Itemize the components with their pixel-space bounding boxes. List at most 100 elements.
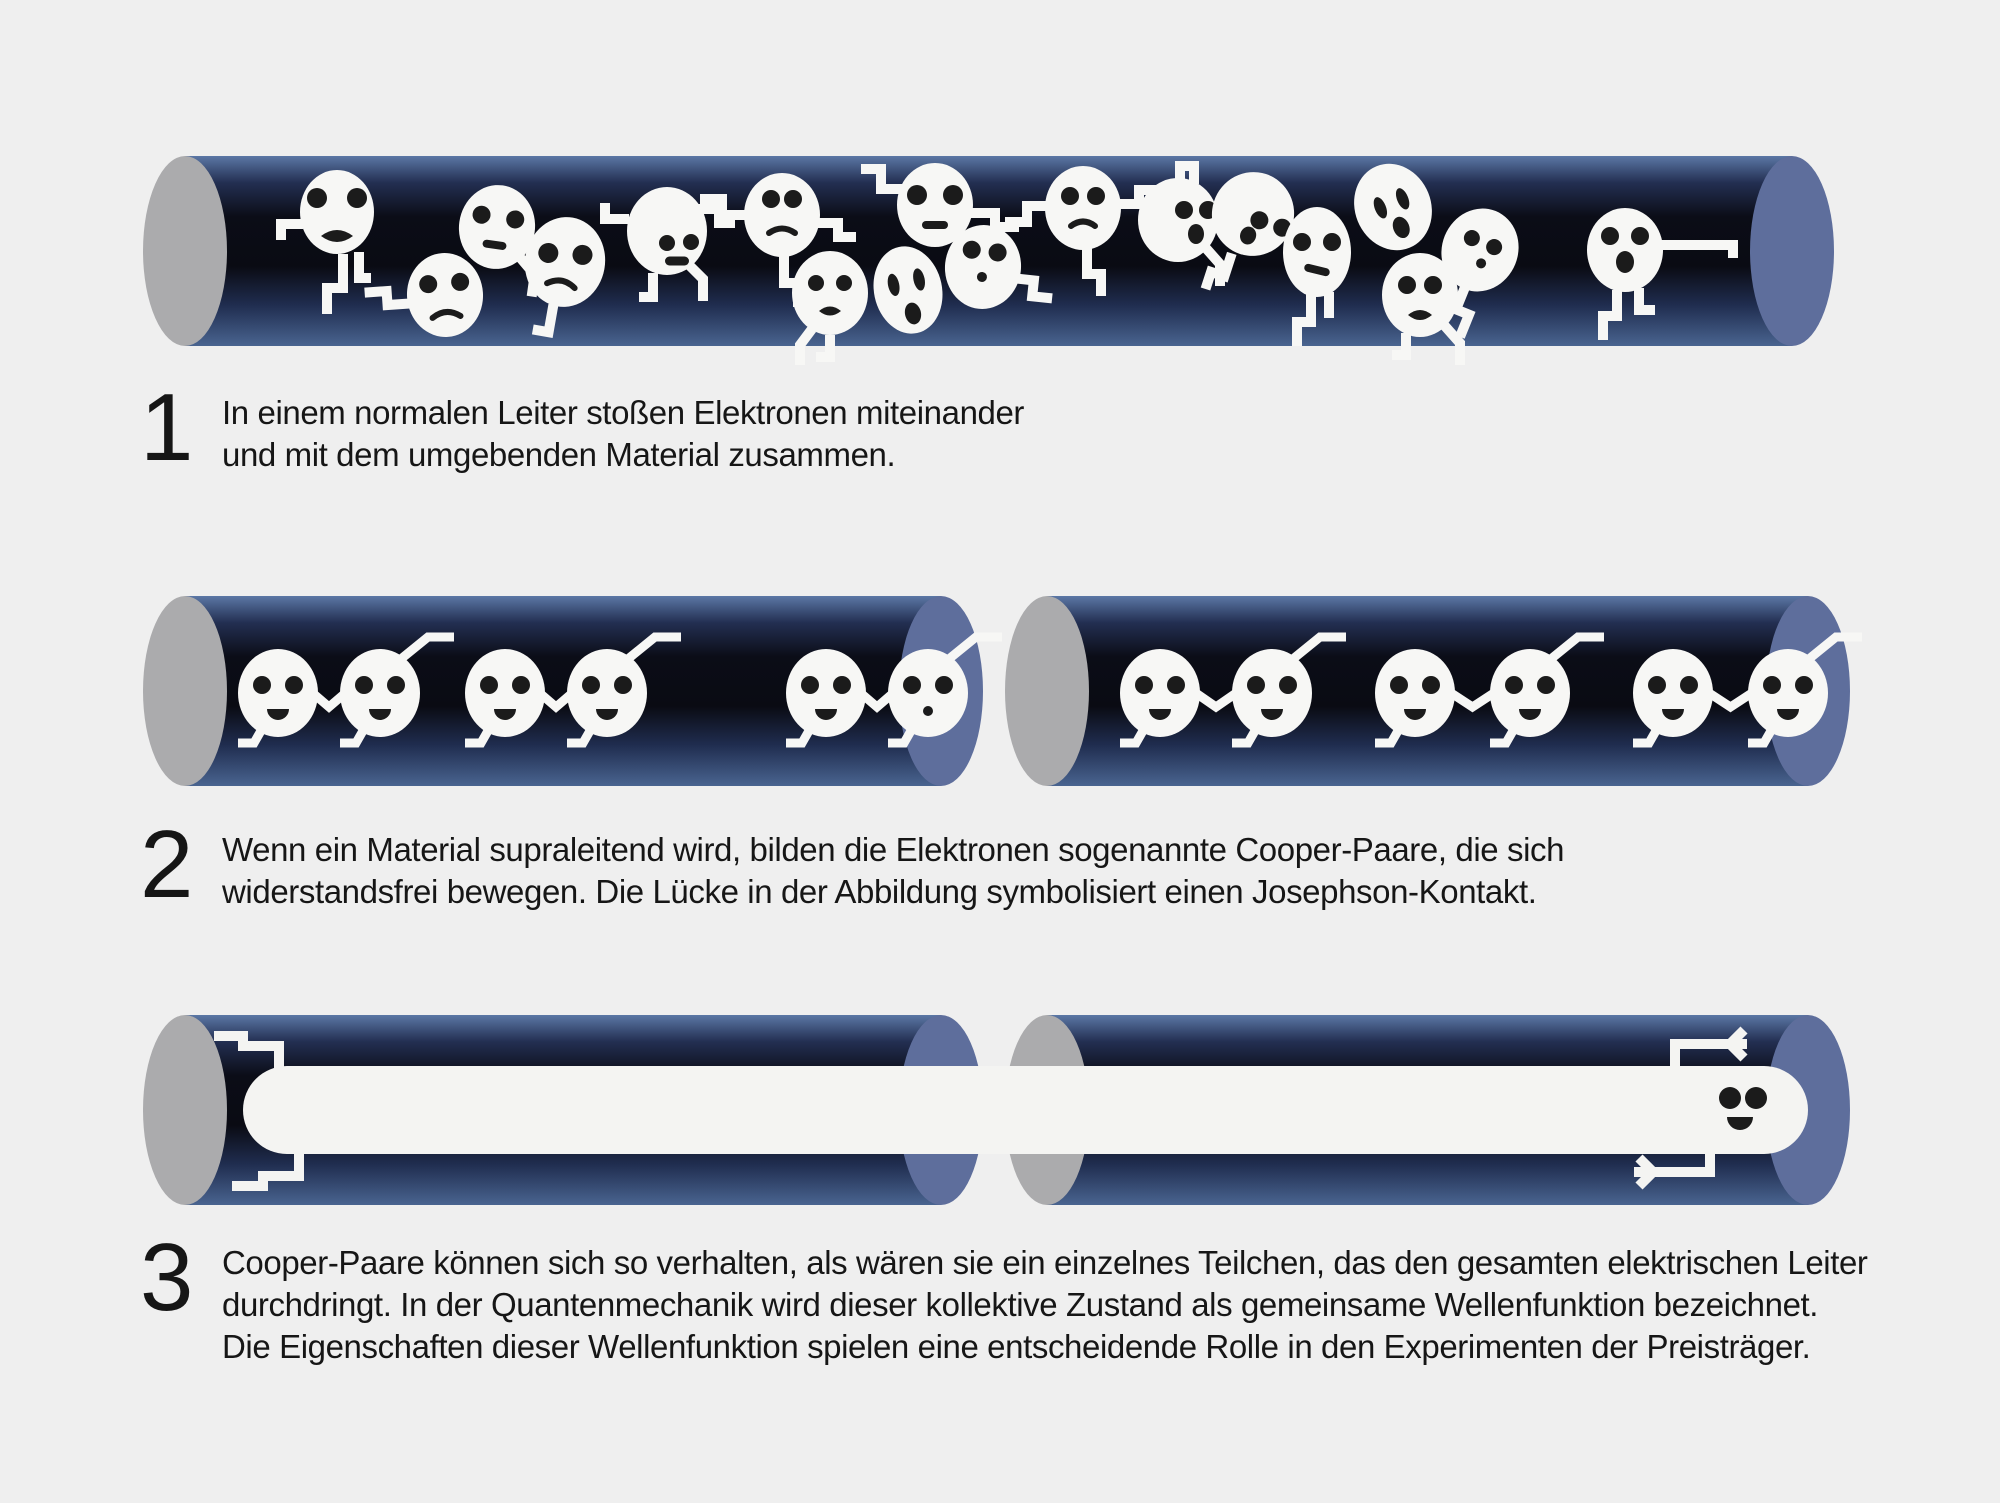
electron-eye (913, 268, 925, 291)
electron-mouth (1068, 218, 1098, 229)
electron-eye (1537, 676, 1555, 694)
tube-end-cap-left (143, 1015, 227, 1205)
electron-body (567, 649, 647, 737)
electron-eye (1745, 1087, 1767, 1109)
electron (1354, 163, 1432, 251)
electron-mouth (1149, 709, 1171, 720)
electron-body (458, 185, 536, 269)
electron (1490, 632, 1604, 748)
electron-limb (1659, 240, 1738, 258)
electron (1283, 207, 1351, 346)
electron (1200, 172, 1295, 291)
electron-mouth (482, 239, 507, 250)
electron-body (1441, 208, 1519, 292)
electron-limb (816, 335, 835, 362)
electron-eye (614, 676, 632, 694)
electron-eye (355, 676, 373, 694)
electron-body (744, 173, 820, 257)
electron-body (1633, 649, 1713, 737)
electron-eye (836, 275, 852, 291)
electron-mouth (904, 302, 922, 325)
electron (1120, 649, 1200, 748)
electron-mouth (766, 225, 798, 236)
electron-limb (1175, 161, 1199, 184)
electron-mouth (1304, 263, 1330, 277)
electron-body (1748, 649, 1828, 737)
electron-eye (988, 243, 1007, 262)
electron-body (1232, 649, 1312, 737)
electron-mouth (429, 308, 464, 321)
electron-limb (1748, 726, 1776, 748)
cooper-pair (1375, 632, 1604, 748)
electron-body (238, 649, 318, 737)
electron (524, 217, 606, 339)
electron-eye (943, 185, 963, 205)
electron-eye (1135, 676, 1153, 694)
electron-limb (795, 326, 816, 365)
electron-limb (700, 194, 746, 220)
wavefunction-bar (243, 1066, 1808, 1154)
electron-body (888, 649, 968, 737)
electron-eye (887, 273, 900, 296)
electron-body (1120, 649, 1200, 737)
electron-eye (451, 272, 470, 291)
electron-eye (1463, 230, 1480, 247)
electron-eye (253, 676, 271, 694)
step-2-line-2: widerstandsfrei bewegen. Die Lücke in de… (222, 873, 1537, 910)
electron-mouth (494, 709, 516, 720)
electron-mouth (1408, 310, 1432, 320)
electron-mouth (815, 709, 837, 720)
electron-eye (387, 676, 405, 694)
electron-limb (683, 259, 708, 301)
electron-mouth (1727, 1117, 1753, 1130)
electron-limb (1633, 726, 1661, 748)
electron-eye (1601, 227, 1619, 245)
electron-body (1382, 253, 1458, 337)
cooper-pair (238, 632, 454, 748)
tube-end-cap-right (1750, 156, 1834, 346)
electron-eye (1167, 676, 1185, 694)
electron-eye (1390, 676, 1408, 694)
electron-limb (238, 726, 266, 748)
electron-body (792, 251, 868, 335)
electron-body (1354, 163, 1432, 251)
current-arrow (1722, 1026, 1748, 1062)
electron-eye (962, 240, 981, 259)
electron-limb (1440, 278, 1458, 301)
electron-limb (816, 218, 856, 242)
electron-mouth (976, 271, 987, 282)
electron-eye (659, 235, 675, 251)
electron-eye (285, 676, 303, 694)
electron-limb (1440, 321, 1465, 365)
electron-eye (506, 210, 525, 229)
electron-limb (322, 254, 348, 314)
step-3-line-3: Die Eigenschaften dieser Wellenfunktion … (222, 1328, 1811, 1365)
electron-limb (354, 252, 371, 283)
electron-eye (1373, 197, 1388, 219)
electron-limb (393, 632, 454, 667)
electron-limb (276, 219, 303, 240)
electron (700, 173, 856, 307)
electron-limb (861, 164, 903, 194)
electron-eye (1680, 676, 1698, 694)
electron-body (1490, 649, 1570, 737)
electron-body (1138, 178, 1218, 262)
electron-eye (512, 676, 530, 694)
electron-limb (1543, 632, 1604, 667)
electron-limb (639, 273, 658, 302)
electron-mouth (665, 256, 689, 266)
cooper-pair (465, 632, 681, 748)
electron (276, 170, 374, 314)
electron-limb (1117, 185, 1161, 209)
electron (786, 649, 866, 748)
electron-limb (567, 726, 595, 748)
electron-mouth (1240, 226, 1257, 245)
step-2-line-1: Wenn ein Material supraleitend wird, bil… (222, 831, 1565, 868)
electron-eye (1424, 276, 1442, 294)
electron-eye (1395, 188, 1410, 210)
electron-eye (784, 190, 802, 208)
electron-body (786, 649, 866, 737)
electron-mouth (369, 709, 391, 720)
